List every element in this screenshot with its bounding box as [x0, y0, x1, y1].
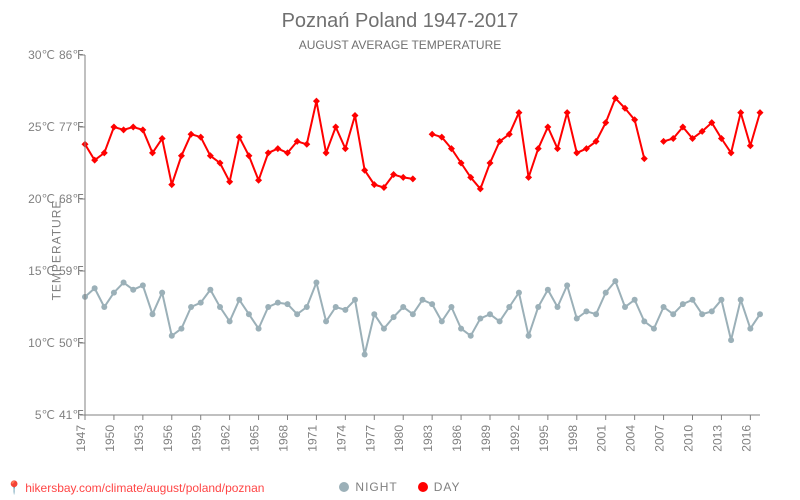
svg-text:1992: 1992	[508, 425, 522, 452]
svg-text:2001: 2001	[595, 425, 609, 452]
svg-text:5℃: 5℃	[35, 408, 55, 422]
svg-text:30℃: 30℃	[28, 48, 55, 62]
attribution-text: hikersbay.com/climate/august/poland/pozn…	[25, 481, 264, 495]
svg-text:2010: 2010	[682, 425, 696, 452]
legend-swatch-day	[418, 482, 428, 492]
svg-text:1986: 1986	[450, 425, 464, 452]
svg-text:50℉: 50℉	[59, 336, 84, 350]
svg-text:1950: 1950	[103, 425, 117, 452]
svg-text:10℃: 10℃	[28, 336, 55, 350]
svg-text:2004: 2004	[624, 425, 638, 452]
svg-text:1965: 1965	[248, 425, 262, 452]
svg-text:1983: 1983	[421, 425, 435, 452]
svg-text:1980: 1980	[392, 425, 406, 452]
attribution: 📍 hikersbay.com/climate/august/poland/po…	[6, 480, 264, 496]
svg-text:1977: 1977	[363, 425, 377, 452]
legend-item-night: NIGHT	[339, 480, 397, 494]
svg-text:77℉: 77℉	[59, 120, 84, 134]
svg-text:20℃: 20℃	[28, 192, 55, 206]
svg-text:1953: 1953	[132, 425, 146, 452]
svg-text:1947: 1947	[74, 425, 88, 452]
svg-text:15℃: 15℃	[28, 264, 55, 278]
svg-text:1959: 1959	[190, 425, 204, 452]
svg-text:1998: 1998	[566, 425, 580, 452]
svg-text:68℉: 68℉	[59, 192, 84, 206]
svg-text:59℉: 59℉	[59, 264, 84, 278]
plot-area: 5℃ 41℉ 10℃ 50℉ 15℃ 59℉ 20℃ 68℉ 25℃ 77℉ 30℃ 86℉ 1947 1…	[0, 0, 800, 500]
temperature-chart: Poznań Poland 1947-2017 AUGUST AVERAGE T…	[0, 0, 800, 500]
svg-text:86℉: 86℉	[59, 48, 84, 62]
svg-text:1995: 1995	[537, 425, 551, 452]
svg-text:1956: 1956	[161, 425, 175, 452]
svg-text:1962: 1962	[219, 425, 233, 452]
svg-text:2007: 2007	[653, 425, 667, 452]
legend-item-day: DAY	[418, 480, 461, 494]
svg-text:1974: 1974	[334, 425, 348, 452]
svg-text:1971: 1971	[305, 425, 319, 452]
svg-text:1968: 1968	[277, 425, 291, 452]
svg-text:2013: 2013	[710, 425, 724, 452]
legend-swatch-night	[339, 482, 349, 492]
svg-text:25℃: 25℃	[28, 120, 55, 134]
svg-text:41℉: 41℉	[59, 408, 84, 422]
svg-text:2016: 2016	[739, 425, 753, 452]
map-pin-icon: 📍	[6, 480, 22, 496]
legend-label-day: DAY	[434, 480, 461, 494]
legend-label-night: NIGHT	[355, 480, 397, 494]
svg-text:1989: 1989	[479, 425, 493, 452]
